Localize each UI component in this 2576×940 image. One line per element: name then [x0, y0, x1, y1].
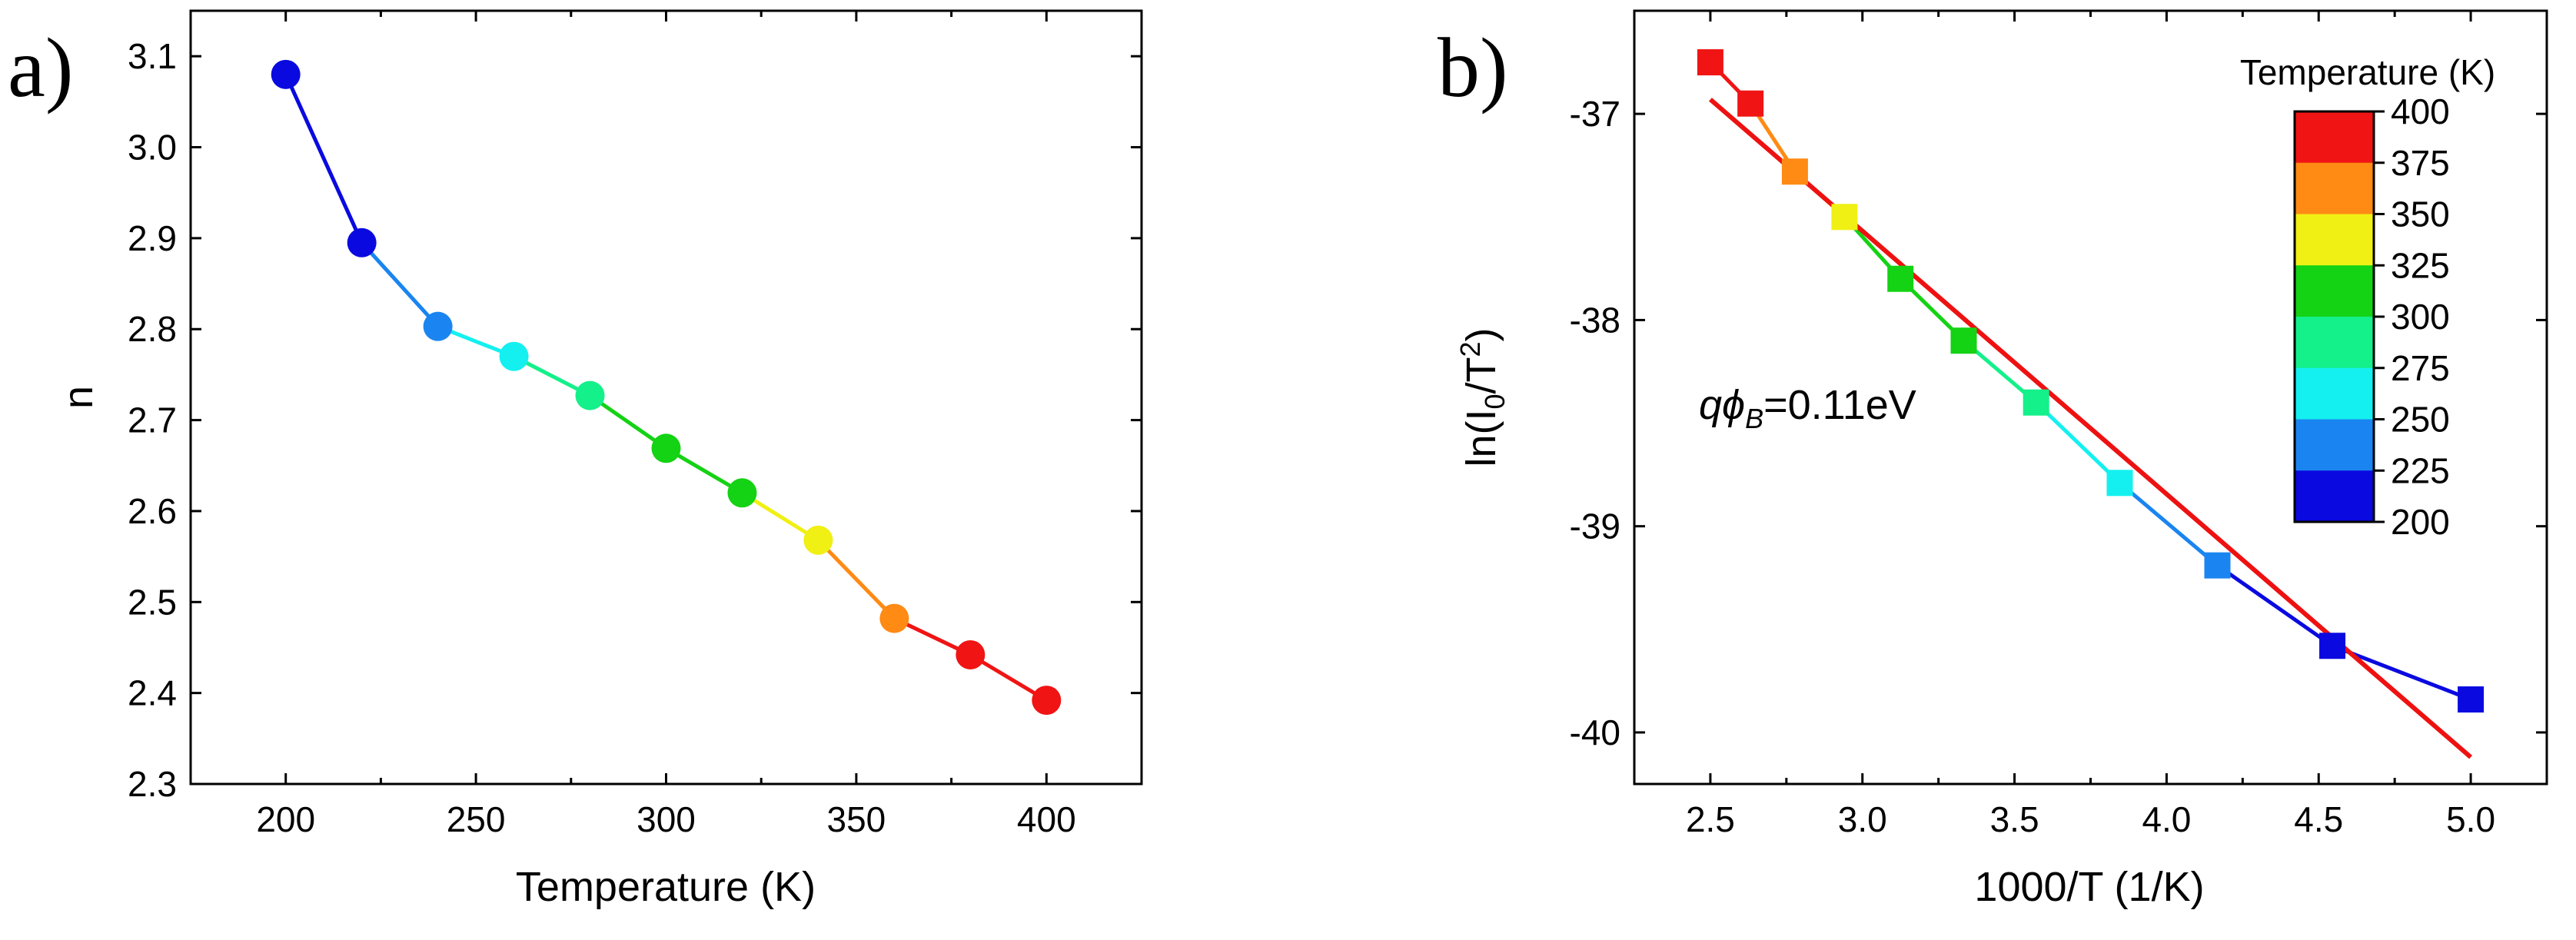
- panel-a-segment: [665, 447, 743, 495]
- panel-b-data-point: [2204, 552, 2231, 579]
- panel-b-annotation: qϕB=0.11eV: [1699, 382, 1916, 434]
- panel-a-data-point: [575, 380, 605, 410]
- panel-b-y-tick-label: -38: [1570, 300, 1620, 340]
- panel-b-label: b): [1438, 21, 1508, 115]
- panel-a-x-axis-title: Temperature (K): [516, 864, 816, 910]
- panel-a-y-tick-label: 2.5: [128, 582, 177, 622]
- panel-b-data-point: [1831, 204, 1858, 231]
- panel-a-y-tick-label: 2.9: [128, 218, 177, 258]
- panel-a-y-tick-label: 3.1: [128, 36, 177, 76]
- panel-a-data-point: [727, 478, 757, 508]
- panel-a-segment: [284, 73, 364, 244]
- panel-a-data-point: [803, 525, 833, 555]
- panel-a-data-point: [651, 433, 681, 463]
- panel-b-segment: [2216, 563, 2334, 648]
- panel-b-data-point: [1887, 265, 1914, 292]
- panel-a-segment: [360, 241, 440, 328]
- colorbar-labels: 400 375 350 325 300 275 250 225 200: [2374, 91, 2450, 542]
- panel-a-data-point: [499, 341, 529, 371]
- colorbar-label: 325: [2391, 245, 2450, 285]
- panel-b-data-point: [1950, 327, 1977, 354]
- panel-b-data-point: [2023, 389, 2049, 416]
- panel-a-data-point: [271, 59, 301, 89]
- panel-a-x-tick-label: 200: [256, 799, 315, 839]
- colorbar-swatch: [2295, 317, 2374, 369]
- colorbar-label: 250: [2391, 400, 2450, 440]
- colorbar-label: 375: [2391, 143, 2450, 183]
- panel-b-segment: [2034, 400, 2122, 485]
- colorbar-swatch: [2295, 367, 2374, 420]
- panel-a-markers: [271, 59, 1062, 716]
- panel-a-x-tick-label: 300: [637, 799, 696, 839]
- panel-a-segment: [589, 394, 667, 450]
- panel-a-y-tick-label: 2.6: [128, 491, 177, 531]
- panel-a-data-point: [347, 228, 377, 257]
- colorbar-label: 200: [2391, 502, 2450, 542]
- panel-a-y-tick-label: 2.3: [128, 764, 177, 804]
- annotation-sub: B: [1745, 403, 1763, 434]
- panel-b-data-point: [1781, 158, 1808, 185]
- panel-b-x-tick-label: 4.0: [2142, 799, 2191, 839]
- colorbar-swatch: [2295, 419, 2374, 471]
- panel-b-x-tick-label: 2.5: [1686, 799, 1735, 839]
- panel-a-label: a): [8, 21, 73, 115]
- panel-a-ticks: 200 250 300 350 400 2.3 2.4 2.5 2.6 2.7 2.8 2.9 3.0 3…: [128, 11, 1142, 839]
- panel-a-data-point: [1032, 686, 1062, 716]
- colorbar-label: 275: [2391, 348, 2450, 388]
- colorbar: Temperature (K) 400 375 350 325 300 275 250 225…: [2240, 52, 2495, 542]
- colorbar-swatch: [2295, 265, 2374, 317]
- annotation-value: =0.11eV: [1763, 382, 1916, 428]
- panel-b-x-tick-label: 5.0: [2446, 799, 2495, 839]
- colorbar-label: 400: [2391, 91, 2450, 131]
- panel-a-y-tick-label: 2.8: [128, 309, 177, 349]
- panel-a-series-line: [284, 73, 1048, 703]
- panel-b-data-point: [2319, 633, 2346, 659]
- colorbar-swatch: [2295, 470, 2374, 523]
- panel-b-y-tick-label: -37: [1570, 94, 1620, 134]
- panel-a-segment: [741, 491, 819, 542]
- panel-a-data-point: [423, 311, 453, 341]
- panel-a-segment: [969, 653, 1048, 703]
- colorbar-label: 300: [2391, 297, 2450, 337]
- colorbar-label: 350: [2391, 194, 2450, 234]
- panel-a-segment: [816, 539, 896, 620]
- panel-b-data-point: [2458, 686, 2485, 713]
- panel-b-ticks: 2.5 3.0 3.5 4.0 4.5 5.0 -40 -39 -38 -37: [1570, 11, 2547, 839]
- panel-a-data-point: [956, 639, 986, 669]
- panel-a: a) 200 250 300 350 400 2.3 2.4 2.5 2.6 2.7 2.8 2.9 3…: [8, 9, 1143, 910]
- panel-a-x-tick-label: 350: [827, 799, 886, 839]
- panel-a-data-point: [879, 603, 909, 633]
- panel-a-x-tick-label: 400: [1017, 799, 1076, 839]
- colorbar-label: 225: [2391, 450, 2450, 490]
- annotation-phi: ϕ: [1722, 382, 1745, 428]
- panel-b-x-axis-title: 1000/T (1/K): [1974, 864, 2204, 910]
- panel-b-data-point: [1737, 90, 1764, 117]
- panel-a-y-tick-label: 2.7: [128, 400, 177, 440]
- panel-b-markers: [1697, 49, 2485, 713]
- panel-a-x-tick-label: 250: [447, 799, 506, 839]
- panel-b-data-point: [2106, 470, 2133, 497]
- panel-b-segment: [2118, 481, 2219, 567]
- colorbar-title: Temperature (K): [2240, 52, 2495, 92]
- colorbar-swatches: [2295, 111, 2374, 523]
- panel-a-y-axis-title: n: [55, 386, 101, 409]
- panel-b-y-axis-title: ln(I0/T2): [1454, 327, 1511, 467]
- colorbar-swatch: [2295, 214, 2374, 266]
- panel-a-y-tick-label: 3.0: [128, 128, 177, 168]
- panel-b-x-tick-label: 3.5: [1990, 799, 2039, 839]
- panel-a-plot-frame: [189, 9, 1143, 786]
- panel-b-y-tick-label: -39: [1570, 507, 1620, 546]
- colorbar-swatch: [2295, 162, 2374, 214]
- panel-b: b) 2.5 3.0 3.5 4.0 4.5 5.0 -40 -39 -38 -37 qϕB=0.…: [1438, 9, 2548, 910]
- annotation-q: q: [1699, 382, 1722, 428]
- panel-b-x-tick-label: 3.0: [1838, 799, 1887, 839]
- panel-b-y-tick-label: -40: [1570, 712, 1620, 752]
- colorbar-swatch: [2295, 111, 2374, 164]
- panel-b-x-tick-label: 4.5: [2294, 799, 2343, 839]
- panel-b-data-point: [1697, 49, 1723, 76]
- panel-a-y-tick-label: 2.4: [128, 673, 177, 713]
